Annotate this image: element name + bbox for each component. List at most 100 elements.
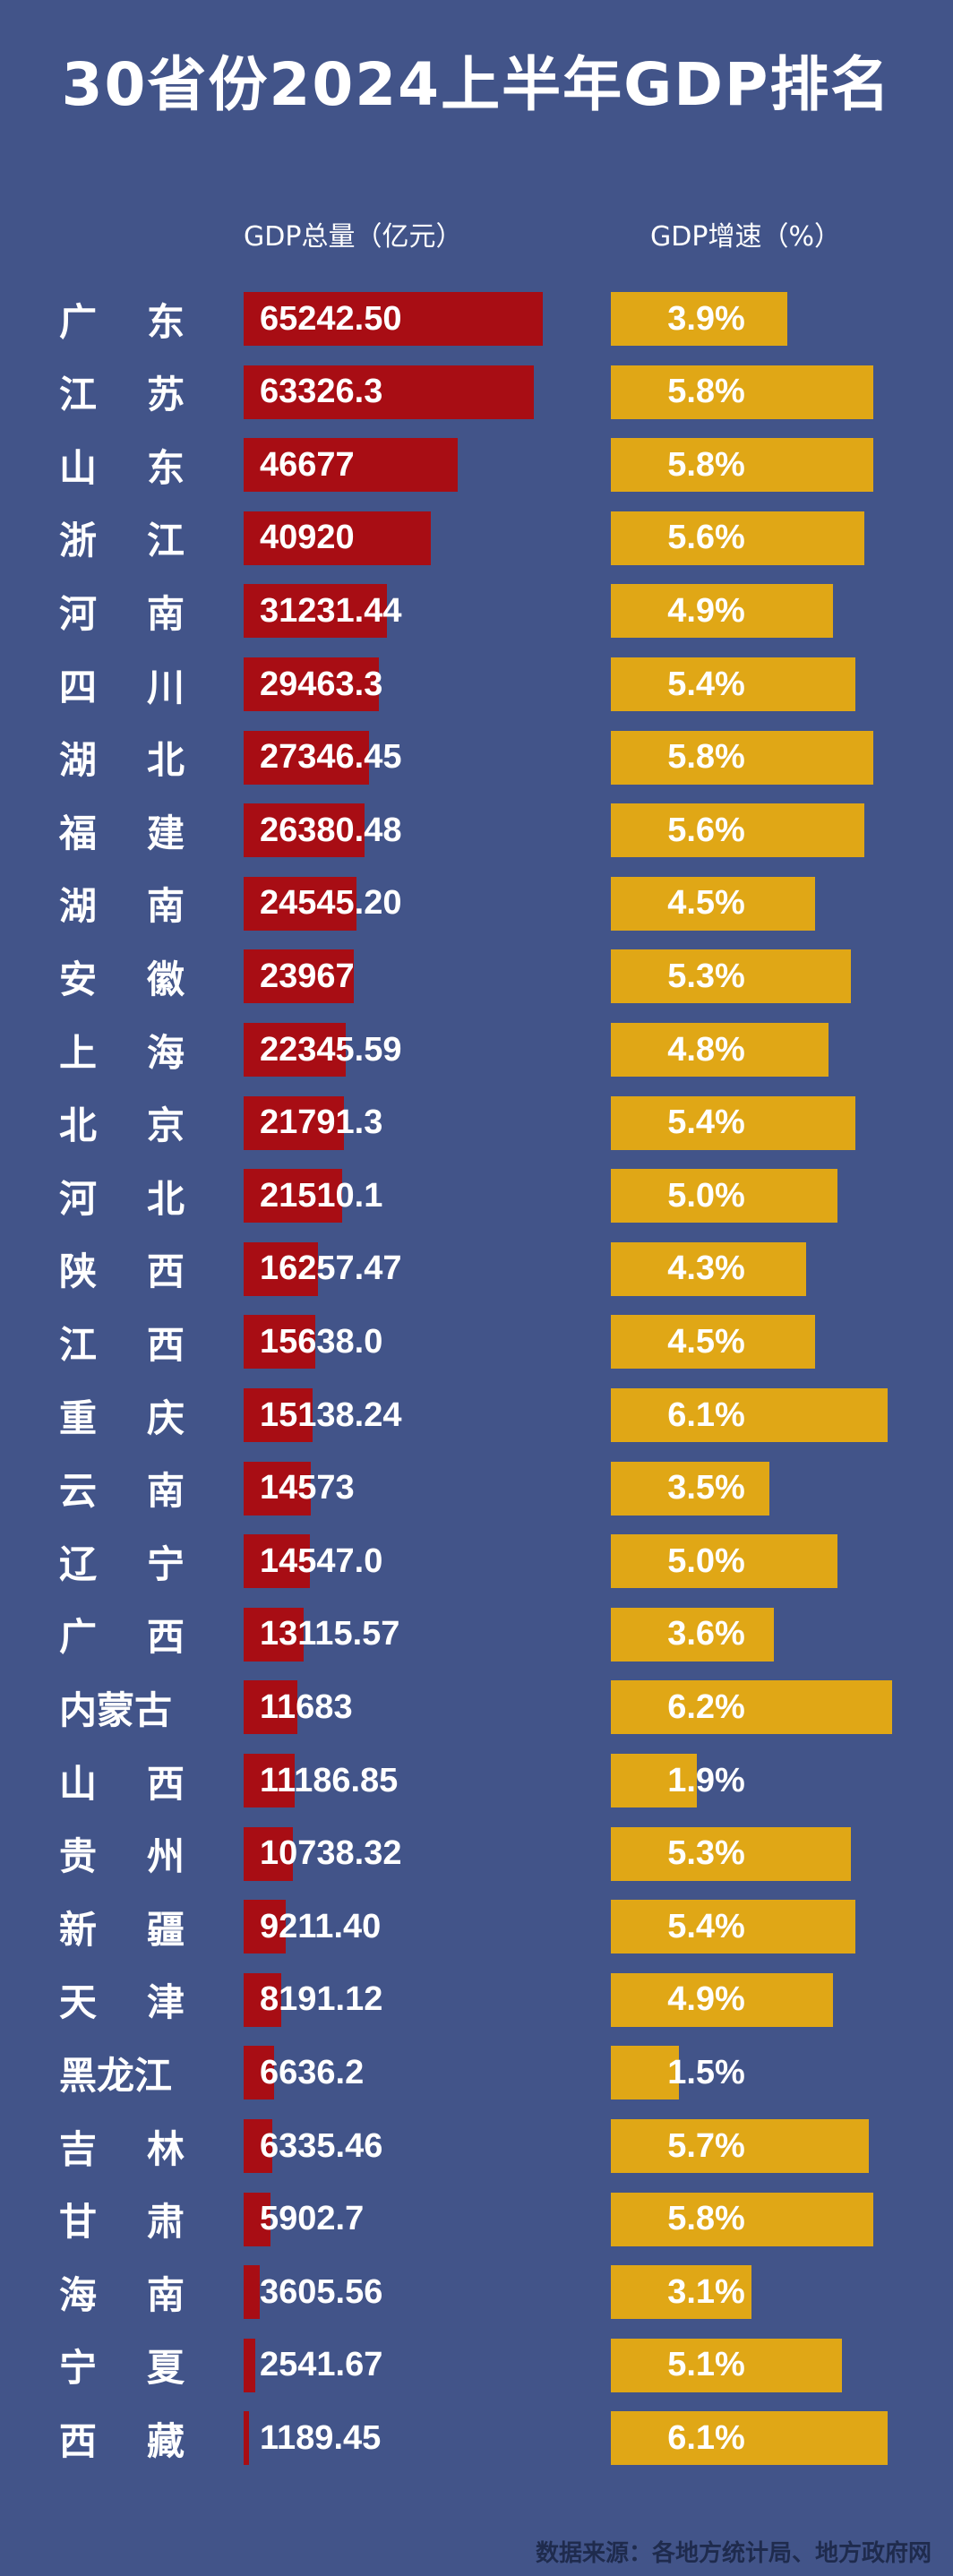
province-label-char: 西 (59, 2418, 98, 2463)
province-label-char: 山 (59, 1761, 98, 1806)
gdp-value-label: 29463.3 (260, 665, 383, 703)
table-row: 江苏 63326.3 5.8% (0, 364, 953, 437)
province-label-char: 徽 (146, 957, 185, 1001)
province-label-char: 江 (59, 1322, 98, 1367)
growth-bar (611, 657, 856, 711)
gdp-bar (244, 803, 365, 858)
province-label: 贵州 (59, 1825, 185, 1883)
growth-value-label: 5.7% (667, 2126, 745, 2165)
growth-bar (611, 1754, 698, 1807)
table-row: 河南 31231.44 4.9% (0, 582, 953, 656)
gdp-value-label: 21510.1 (260, 1176, 383, 1215)
growth-bar (611, 438, 874, 493)
table-row: 山西 11186.85 1.9% (0, 1752, 953, 1825)
gdp-bar (244, 1607, 305, 1662)
gdp-value-label: 10738.32 (260, 1834, 402, 1873)
province-label: 湖南 (59, 875, 185, 932)
table-row: 宁夏 2541.67 5.1% (0, 2337, 953, 2410)
growth-bar (611, 2411, 888, 2466)
table-row: 贵州 10738.32 5.3% (0, 1825, 953, 1899)
gdp-bar (244, 2119, 273, 2173)
province-label: 西藏 (59, 2409, 185, 2467)
growth-bar (611, 1241, 806, 1296)
province-label: 江苏 (59, 364, 185, 421)
table-row: 广西 13115.57 3.6% (0, 1606, 953, 1679)
growth-value-label: 5.4% (667, 1103, 745, 1142)
province-label-char: 山 (59, 445, 98, 490)
table-row: 浙江 40920 5.6% (0, 510, 953, 583)
growth-value-label: 5.1% (667, 2346, 745, 2384)
chart-title: 30省份2024上半年GDP排名 (61, 50, 892, 119)
growth-bar (611, 292, 788, 346)
table-row: 西藏 1189.45 6.1% (0, 2409, 953, 2483)
gdp-value-label: 23967 (260, 957, 355, 995)
province-label-char: 浙 (59, 519, 98, 563)
gdp-value-label: 26380.48 (260, 811, 402, 849)
growth-bar (611, 1826, 852, 1881)
province-label: 云南 (59, 1460, 185, 1517)
gdp-bar (244, 1023, 347, 1077)
growth-value-label: 4.9% (667, 1980, 745, 2019)
table-row: 天津 8191.12 4.9% (0, 1971, 953, 2045)
growth-value-label: 1.5% (667, 2053, 745, 2091)
gdp-value-label: 11186.85 (260, 1761, 399, 1799)
gdp-bar (244, 949, 354, 1004)
province-label-char: 蒙 (97, 1687, 135, 1732)
table-row: 上海 22345.59 4.8% (0, 1021, 953, 1095)
province-label-char: 东 (146, 445, 185, 490)
gdp-bar (244, 365, 535, 419)
province-label-char: 西 (146, 1761, 185, 1806)
gdp-bar (244, 1388, 313, 1442)
growth-value-label: 5.6% (667, 519, 745, 557)
gdp-value-label: 15138.24 (260, 1395, 402, 1434)
gdp-value-label: 9211.40 (260, 1907, 382, 1945)
province-label-char: 北 (59, 1103, 98, 1148)
province-label-char: 夏 (146, 2346, 185, 2391)
gdp-bar (244, 1972, 281, 2027)
gdp-column-header: GDP总量（亿元） (244, 221, 463, 253)
growth-value-label: 5.8% (667, 373, 745, 411)
province-label-char: 津 (146, 1980, 185, 2025)
growth-bar (611, 1388, 888, 1442)
growth-bar (611, 1900, 856, 1954)
gdp-bar (244, 584, 387, 639)
province-label: 山西 (59, 1752, 185, 1809)
growth-value-label: 4.9% (667, 591, 745, 630)
table-row: 四川 29463.3 5.4% (0, 656, 953, 729)
growth-value-label: 5.3% (667, 957, 745, 995)
province-label: 广东 (59, 290, 185, 348)
table-row: 福建 26380.48 5.6% (0, 802, 953, 875)
growth-bar (611, 1972, 833, 2027)
growth-column-header: GDP增速（%） (650, 221, 841, 253)
province-label-char: 川 (146, 665, 185, 709)
province-label-char: 北 (146, 1176, 185, 1221)
province-label-char: 广 (59, 299, 98, 344)
province-label-char: 云 (59, 1469, 98, 1514)
gdp-bar (244, 1169, 343, 1224)
growth-bar (611, 2119, 870, 2173)
province-label-char: 吉 (59, 2126, 98, 2171)
province-label-char: 海 (146, 1030, 185, 1075)
gdp-value-label: 14547.0 (260, 1541, 383, 1580)
table-row: 吉林 6335.46 5.7% (0, 2117, 953, 2191)
growth-bar (611, 1315, 815, 1370)
province-label: 甘肃 (59, 2191, 185, 2248)
gdp-value-label: 3605.56 (260, 2272, 383, 2311)
province-label-char: 江 (134, 2053, 173, 2098)
province-label: 辽宁 (59, 1533, 185, 1590)
province-label-char: 河 (59, 1176, 98, 1221)
province-label: 江西 (59, 1313, 185, 1370)
growth-value-label: 3.9% (667, 299, 745, 338)
province-label-char: 四 (59, 665, 98, 709)
gdp-bar (244, 730, 369, 785)
growth-bar (611, 730, 874, 785)
province-label-char: 古 (134, 1687, 173, 1732)
province-label: 广西 (59, 1606, 185, 1663)
gdp-bar (244, 1900, 287, 1954)
province-label: 河北 (59, 1167, 185, 1224)
province-label-char: 藏 (146, 2418, 185, 2463)
gdp-value-label: 22345.59 (260, 1030, 402, 1069)
growth-value-label: 4.5% (667, 884, 745, 923)
table-row: 黑龙江 6636.2 1.5% (0, 2044, 953, 2117)
table-row: 新疆 9211.40 5.4% (0, 1898, 953, 1971)
